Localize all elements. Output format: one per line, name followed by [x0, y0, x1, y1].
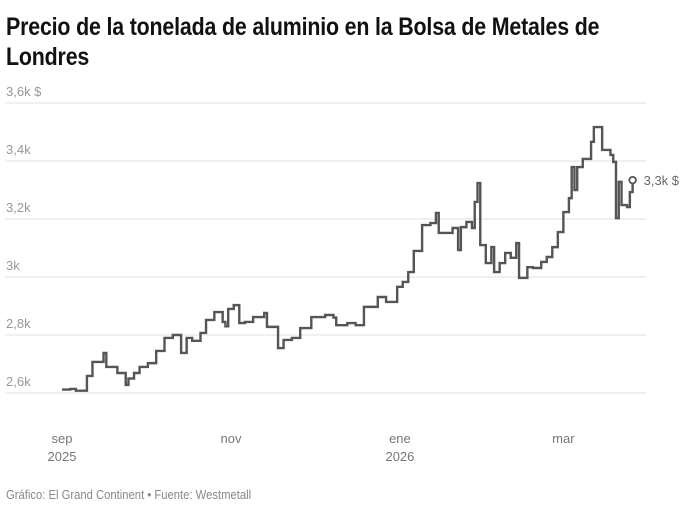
- chart-title: Precio de la tonelada de aluminio en la …: [6, 13, 600, 71]
- y-tick-label: 3,4k: [6, 142, 31, 157]
- chart-area: 3,6k $ 3,4k 3,2k 3k 2,8k 2,6k sep 2025 nov ene 20…: [5, 84, 680, 464]
- gridlines: [5, 102, 646, 394]
- x-axis-labels: sep 2025 nov ene 2026 mar: [48, 431, 576, 464]
- x-tick-label: nov: [220, 431, 241, 446]
- y-tick-label: 3,6k $: [6, 84, 42, 99]
- end-point-marker: [628, 175, 637, 185]
- y-axis-labels: 3,6k $ 3,4k 3,2k 3k 2,8k 2,6k: [6, 84, 42, 389]
- series-line-aluminio: [62, 125, 634, 392]
- end-value-label: 3,3k $: [644, 173, 680, 188]
- x-tick-sublabel: 2025: [48, 449, 77, 464]
- x-tick-label: mar: [552, 431, 575, 446]
- chart-footer-credit: Gráfico: El Grand Continent • Fuente: We…: [6, 488, 252, 502]
- series-group: [62, 125, 637, 392]
- end-label-group: 3,3k $: [644, 173, 680, 188]
- y-tick-label: 2,8k: [6, 316, 31, 331]
- y-tick-label: 2,6k: [6, 374, 31, 389]
- x-tick-label: ene: [389, 431, 411, 446]
- x-tick-label: sep: [52, 431, 73, 446]
- x-tick-sublabel: 2026: [385, 449, 414, 464]
- y-tick-label: 3k: [6, 258, 20, 273]
- y-tick-label: 3,2k: [6, 200, 31, 215]
